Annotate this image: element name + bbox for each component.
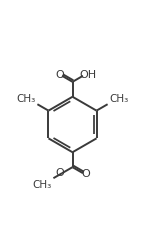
Text: CH₃: CH₃	[110, 94, 129, 104]
Text: O: O	[55, 169, 64, 179]
Text: OH: OH	[79, 70, 96, 80]
Text: CH₃: CH₃	[16, 94, 35, 104]
Text: O: O	[81, 169, 90, 179]
Text: CH₃: CH₃	[33, 180, 52, 189]
Text: O: O	[55, 70, 64, 80]
